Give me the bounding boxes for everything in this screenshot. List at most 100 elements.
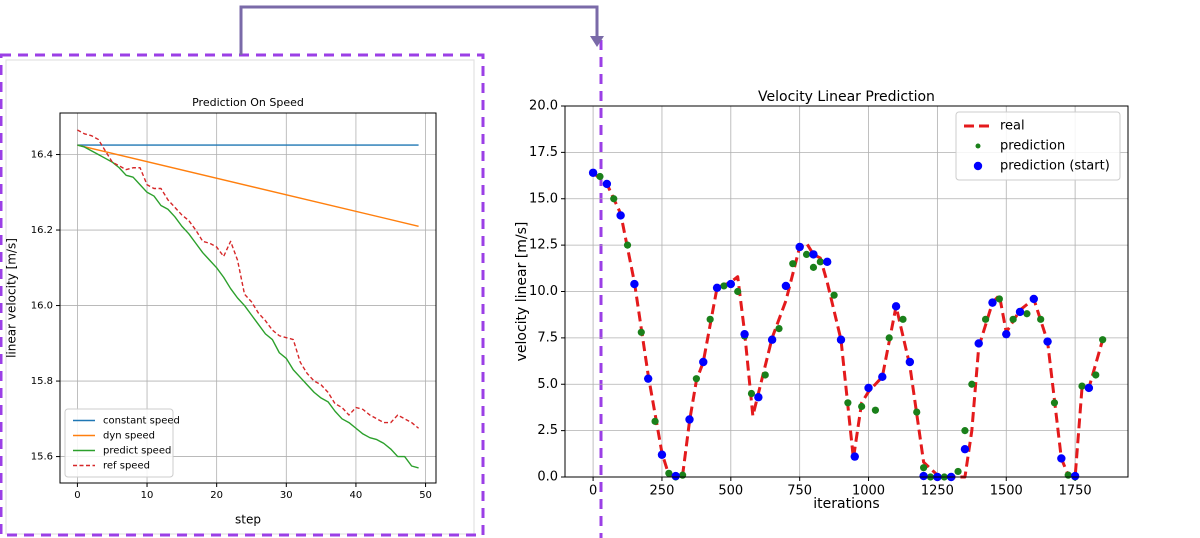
x-tick-label: 1000 [852, 484, 885, 499]
start-point [1029, 294, 1038, 304]
prediction-dot [1078, 382, 1086, 390]
prediction-dot [816, 258, 824, 266]
start-point [864, 383, 873, 393]
x-tick-label: 0 [74, 490, 80, 501]
start-point [919, 471, 928, 481]
prediction-dot [871, 406, 880, 414]
prediction-dot [830, 291, 838, 299]
x-axis-label: iterations [813, 496, 879, 512]
start-point [602, 179, 612, 189]
y-tick-label: 7.5 [537, 330, 558, 345]
prediction-dot [968, 380, 976, 388]
prediction-dot [981, 315, 990, 323]
start-point [809, 250, 818, 259]
prediction-dot [858, 402, 866, 411]
prediction-dot [679, 471, 687, 479]
start-point [974, 339, 983, 348]
prediction-dot [995, 295, 1003, 303]
x-axis-label: step [235, 513, 261, 527]
prediction-dot [789, 260, 797, 268]
start-point [823, 257, 832, 267]
prediction-dot [720, 282, 728, 290]
start-point [712, 283, 722, 292]
series-line [77, 129, 420, 429]
start-point [657, 450, 667, 459]
series-line [77, 144, 419, 469]
x-tick-label: 20 [210, 490, 223, 501]
prediction-dot [1064, 471, 1072, 479]
x-tick-label: 10 [141, 490, 154, 501]
chart-title: Prediction On Speed [192, 96, 304, 109]
x-tick-label: 50 [419, 490, 432, 501]
start-point [850, 452, 859, 461]
start-point [795, 242, 804, 252]
prediction-dot [954, 467, 962, 476]
legend-label: ref speed [103, 461, 150, 472]
prediction-dot [692, 375, 700, 383]
prediction-dot [913, 408, 921, 416]
prediction-dot [1009, 315, 1017, 323]
x-tick-label: 1250 [921, 484, 954, 499]
start-point [905, 357, 915, 367]
prediction-dot [899, 315, 907, 323]
chart-title: Velocity Linear Prediction [758, 89, 935, 105]
prediction-dot [596, 172, 604, 181]
prediction-dot [706, 315, 714, 323]
prediction-dot [1050, 399, 1059, 407]
prediction-dot [665, 469, 673, 477]
start-point [754, 393, 763, 402]
start-point [878, 372, 887, 382]
start-point [767, 335, 777, 344]
x-tick-label: 40 [350, 490, 363, 501]
x-tick-label: 250 [650, 484, 675, 499]
start-point [588, 168, 598, 177]
prediction-dot [775, 325, 783, 333]
legend-box [955, 111, 1121, 181]
y-tick-label: 16.4 [31, 150, 53, 161]
prediction-dot [1099, 336, 1107, 344]
start-point [1043, 337, 1052, 346]
x-tick-label: 1500 [990, 484, 1023, 499]
prediction-dot [802, 250, 811, 258]
legend-marker [973, 161, 983, 171]
x-tick-label: 750 [787, 484, 812, 499]
prediction-dot [1092, 371, 1100, 379]
legend-box [64, 408, 174, 478]
legend-marker [975, 143, 981, 149]
y-tick-label: 15.0 [529, 191, 558, 206]
legend-label: prediction [1000, 139, 1065, 154]
x-tick-label: 1750 [1059, 484, 1092, 499]
y-tick-label: 20.0 [529, 99, 558, 114]
start-point [1084, 383, 1094, 393]
y-tick-label: 16.2 [31, 225, 53, 236]
x-tick-label: 500 [718, 484, 743, 499]
start-point [1070, 471, 1080, 481]
prediction-dot [637, 328, 645, 336]
start-point [630, 279, 639, 289]
connector-arrow [239, 5, 599, 55]
series-line [592, 171, 1105, 479]
legend-label: dyn speed [103, 431, 155, 442]
axes-frame [564, 105, 1129, 478]
legend-label: prediction (start) [1000, 159, 1110, 174]
prediction-dot [734, 287, 742, 296]
start-point [616, 211, 625, 220]
legend-label: constant speed [103, 416, 180, 427]
prediction-dot [761, 371, 769, 379]
y-tick-label: 5.0 [537, 377, 558, 392]
start-point [643, 374, 653, 383]
y-tick-label: 17.5 [529, 145, 558, 160]
prediction-dot [610, 195, 618, 203]
prediction-dot [844, 399, 852, 407]
prediction-dot [747, 389, 756, 398]
start-point [685, 415, 694, 424]
prediction-dot [961, 427, 969, 435]
y-tick-label: 16.0 [31, 301, 53, 312]
start-point [960, 444, 970, 454]
start-point [740, 329, 749, 339]
axes-frame [59, 112, 437, 484]
legend-label: predict speed [103, 446, 171, 457]
y-tick-label: 15.8 [31, 376, 53, 387]
